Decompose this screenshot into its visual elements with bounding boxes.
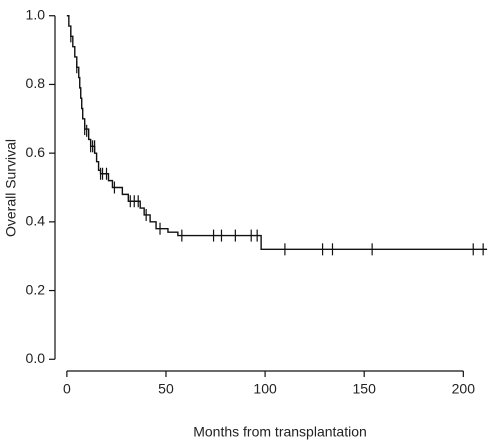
y-tick-label: 0.2 [26,281,46,297]
y-tick-label: 0.0 [26,350,46,366]
x-axis-title: Months from transplantation [193,424,367,440]
x-tick-label: 50 [158,381,174,397]
y-tick-label: 0.6 [26,144,46,160]
y-axis-title: Overall Survival [3,139,19,237]
y-tick-label: 1.0 [26,6,46,22]
x-tick-label: 150 [353,381,377,397]
y-tick-label: 0.8 [26,75,46,91]
y-tick-label: 0.4 [26,213,46,229]
x-tick-label: 200 [452,381,476,397]
x-tick-label: 0 [63,381,71,397]
survival-curve [66,15,488,251]
x-tick-label: 100 [253,381,277,397]
